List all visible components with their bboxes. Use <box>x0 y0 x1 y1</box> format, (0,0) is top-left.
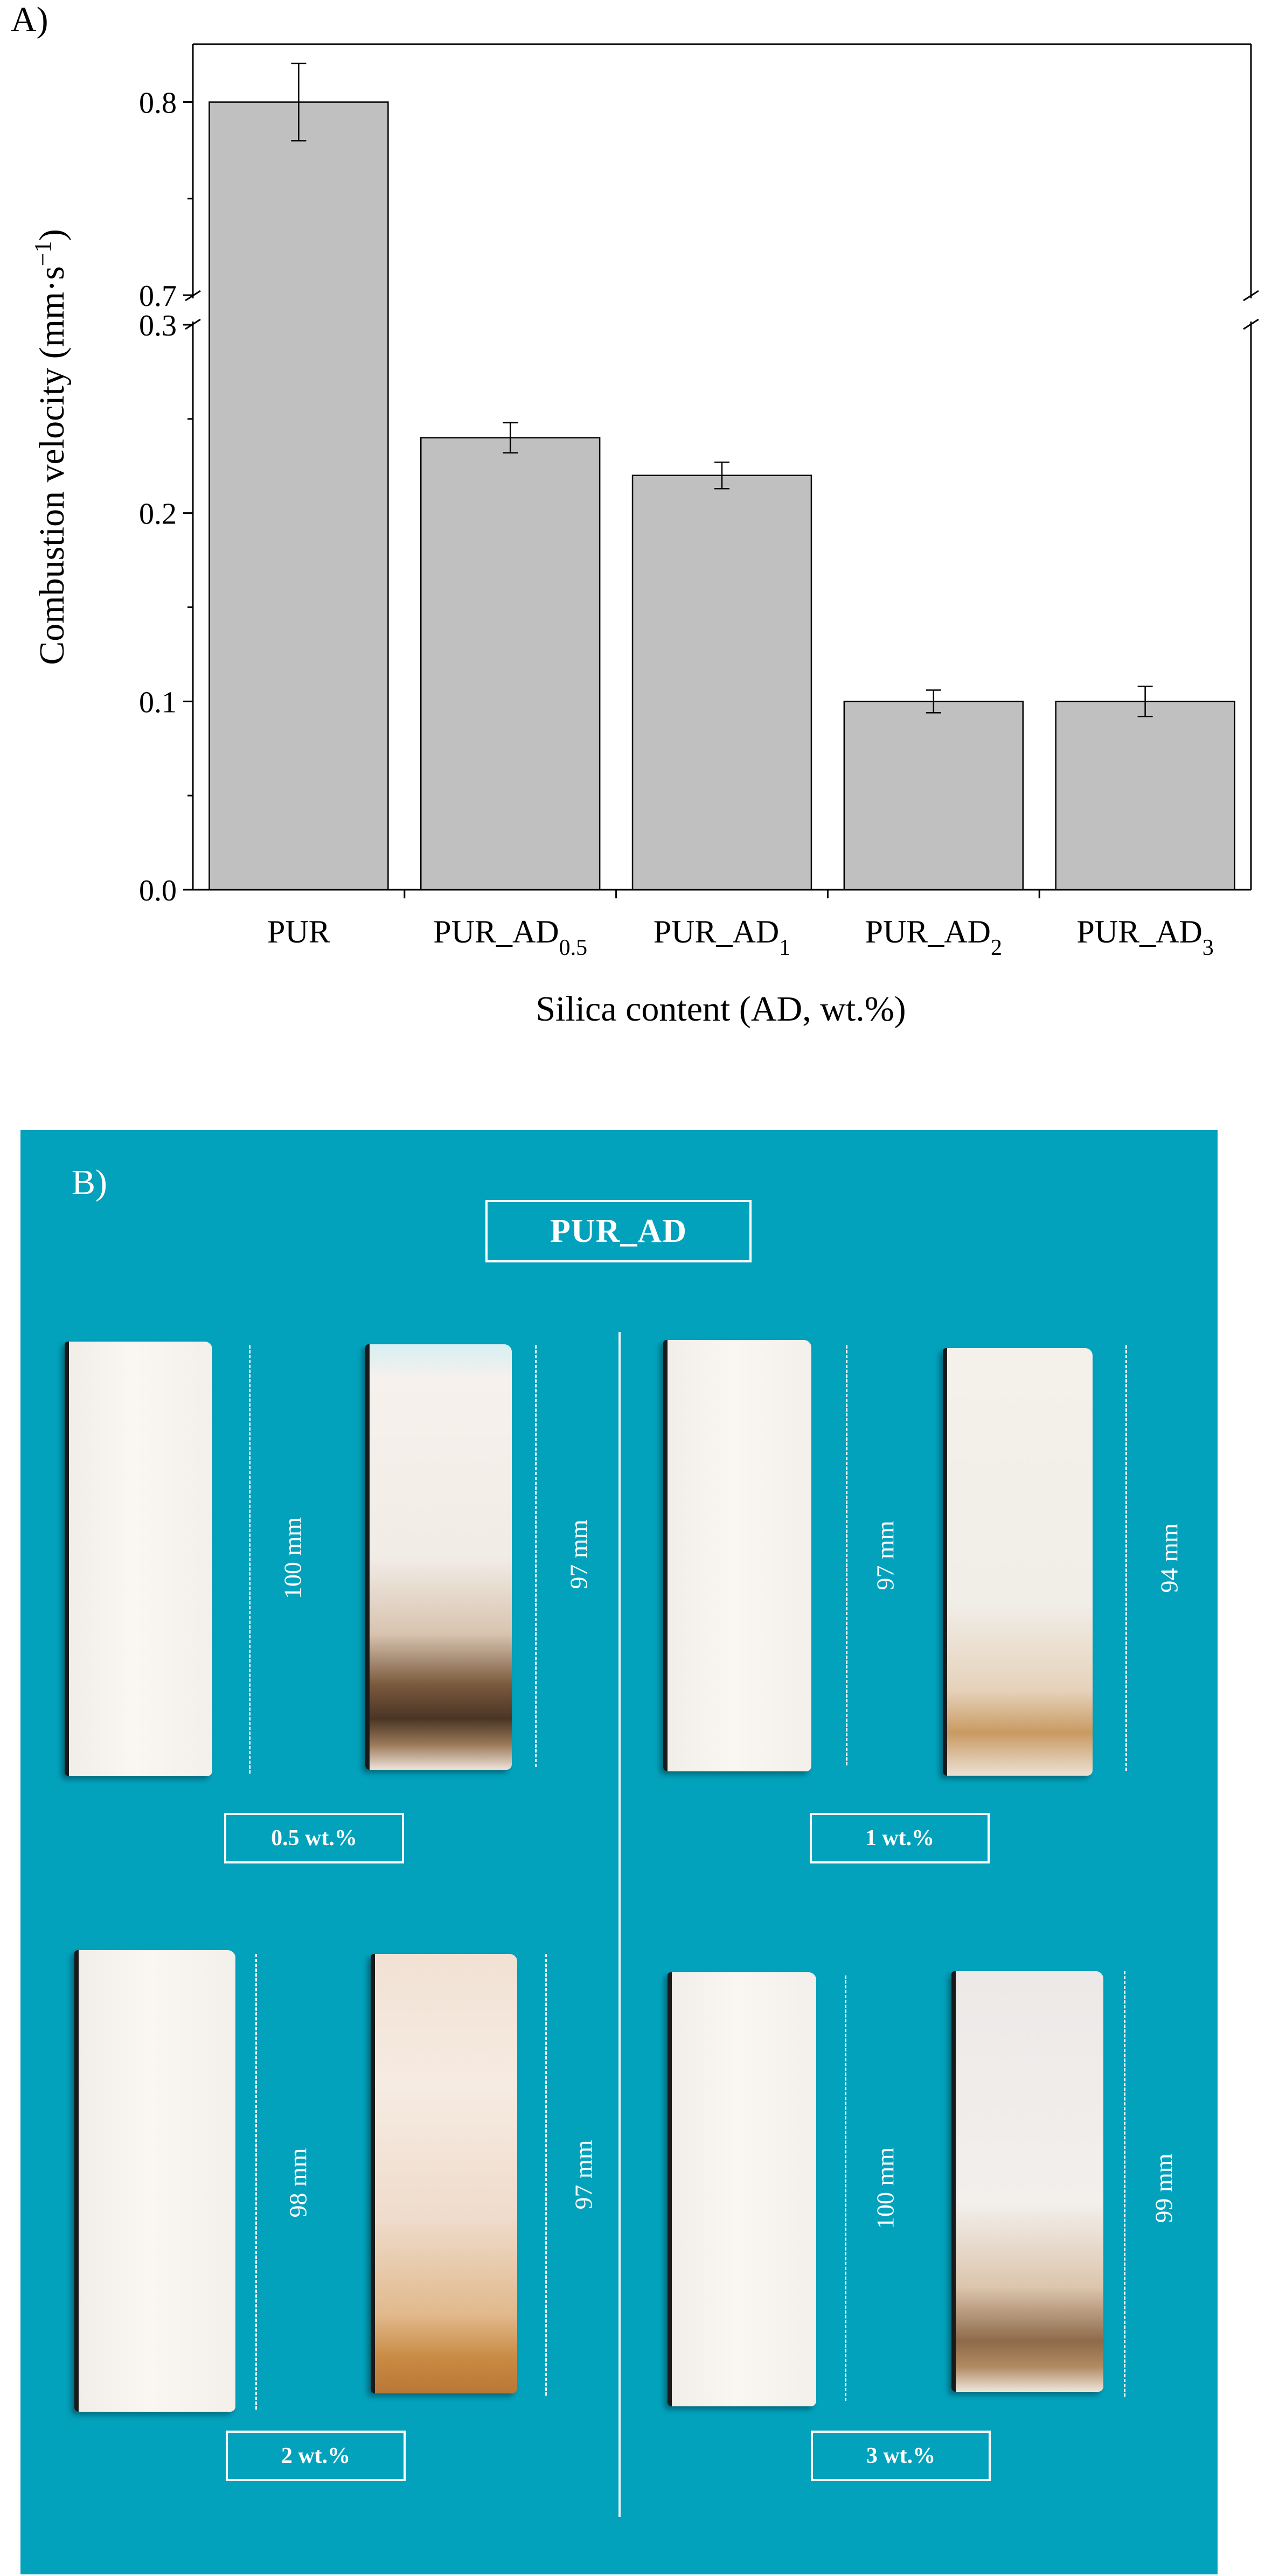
x-tick-label: PUR_AD2 <box>865 914 1002 960</box>
axis-break-mark <box>1243 318 1259 330</box>
sample-tag: 3 wt.% <box>811 2431 991 2481</box>
length-marker-line <box>255 1954 257 2410</box>
length-label: 97 mm <box>871 1520 899 1590</box>
bar <box>843 701 1024 891</box>
length-marker-line <box>845 1975 846 2401</box>
sample-strip-burned <box>943 1348 1093 1776</box>
bar <box>420 437 601 891</box>
sample-tag: 2 wt.% <box>226 2431 406 2481</box>
sample-tag: 1 wt.% <box>810 1813 990 1863</box>
y-tick-label: 0.2 <box>139 498 177 531</box>
panel-label-b: B) <box>72 1163 107 1202</box>
quadrant-divider <box>618 1332 621 2517</box>
sample-strip-unburned <box>74 1950 235 2412</box>
length-marker-line <box>535 1345 537 1767</box>
x-tick-label: PUR_AD0.5 <box>433 914 587 960</box>
length-marker-line <box>545 1954 547 2396</box>
y-tick-label: 0.1 <box>139 686 177 719</box>
length-label: 97 mm <box>565 1519 593 1589</box>
axis-ticks: 0.0 0.1 0.2 0.30.7 0.8 PUR PUR_AD0.5 PUR_AD1 PUR… <box>139 87 1214 960</box>
x-tick-label: PUR <box>267 914 330 950</box>
x-axis-title: Silica content (AD, wt.%) <box>536 989 906 1029</box>
sample-strip-unburned <box>663 1340 811 1771</box>
length-label: 100 mm <box>279 1517 307 1600</box>
length-label: 99 mm <box>1150 2153 1178 2223</box>
bar <box>1055 701 1235 891</box>
length-marker-line <box>249 1345 251 1774</box>
length-marker-line <box>1125 1345 1127 1771</box>
image-panel: B) PUR_AD 100 mm 97 mm 0.5 wt.% 97 mm 94… <box>20 1130 1218 2574</box>
panel-title-box: PUR_AD <box>485 1200 752 1262</box>
sample-strip-burned <box>371 1954 517 2393</box>
sample-strip-burned <box>951 1971 1103 2392</box>
length-label: 100 mm <box>871 2147 899 2230</box>
bar <box>631 474 812 891</box>
y-axis-title: Combustion velocity (mm·s−1) <box>30 229 72 665</box>
length-label: 94 mm <box>1155 1523 1183 1593</box>
axis-break-mark <box>1243 290 1259 302</box>
sample-tag: 0.5 wt.% <box>224 1813 404 1863</box>
x-tick-label: PUR_AD3 <box>1076 914 1213 960</box>
bars <box>208 62 1235 891</box>
y-tick-label: 0.3 <box>139 309 177 343</box>
panel-label-a: A) <box>11 0 48 39</box>
sample-strip-unburned <box>668 1972 816 2406</box>
y-tick-label: 0.0 <box>139 874 177 907</box>
length-marker-line <box>1124 1971 1125 2397</box>
sample-strip-burned <box>365 1344 512 1770</box>
length-label: 97 mm <box>569 2140 597 2210</box>
length-marker-line <box>846 1345 847 1765</box>
sample-strip-unburned <box>65 1342 212 1776</box>
bar <box>208 101 389 891</box>
y-tick-label: 0.8 <box>139 87 177 120</box>
length-label: 98 mm <box>284 2148 312 2218</box>
x-tick-label: PUR_AD1 <box>654 914 790 960</box>
y-tick-label: 0.7 <box>139 280 177 313</box>
bar-chart: A) 0.0 0.1 0.2 0.30.7 0.8 PUR PUR_AD0.5 PUR_AD1… <box>11 0 1259 1029</box>
